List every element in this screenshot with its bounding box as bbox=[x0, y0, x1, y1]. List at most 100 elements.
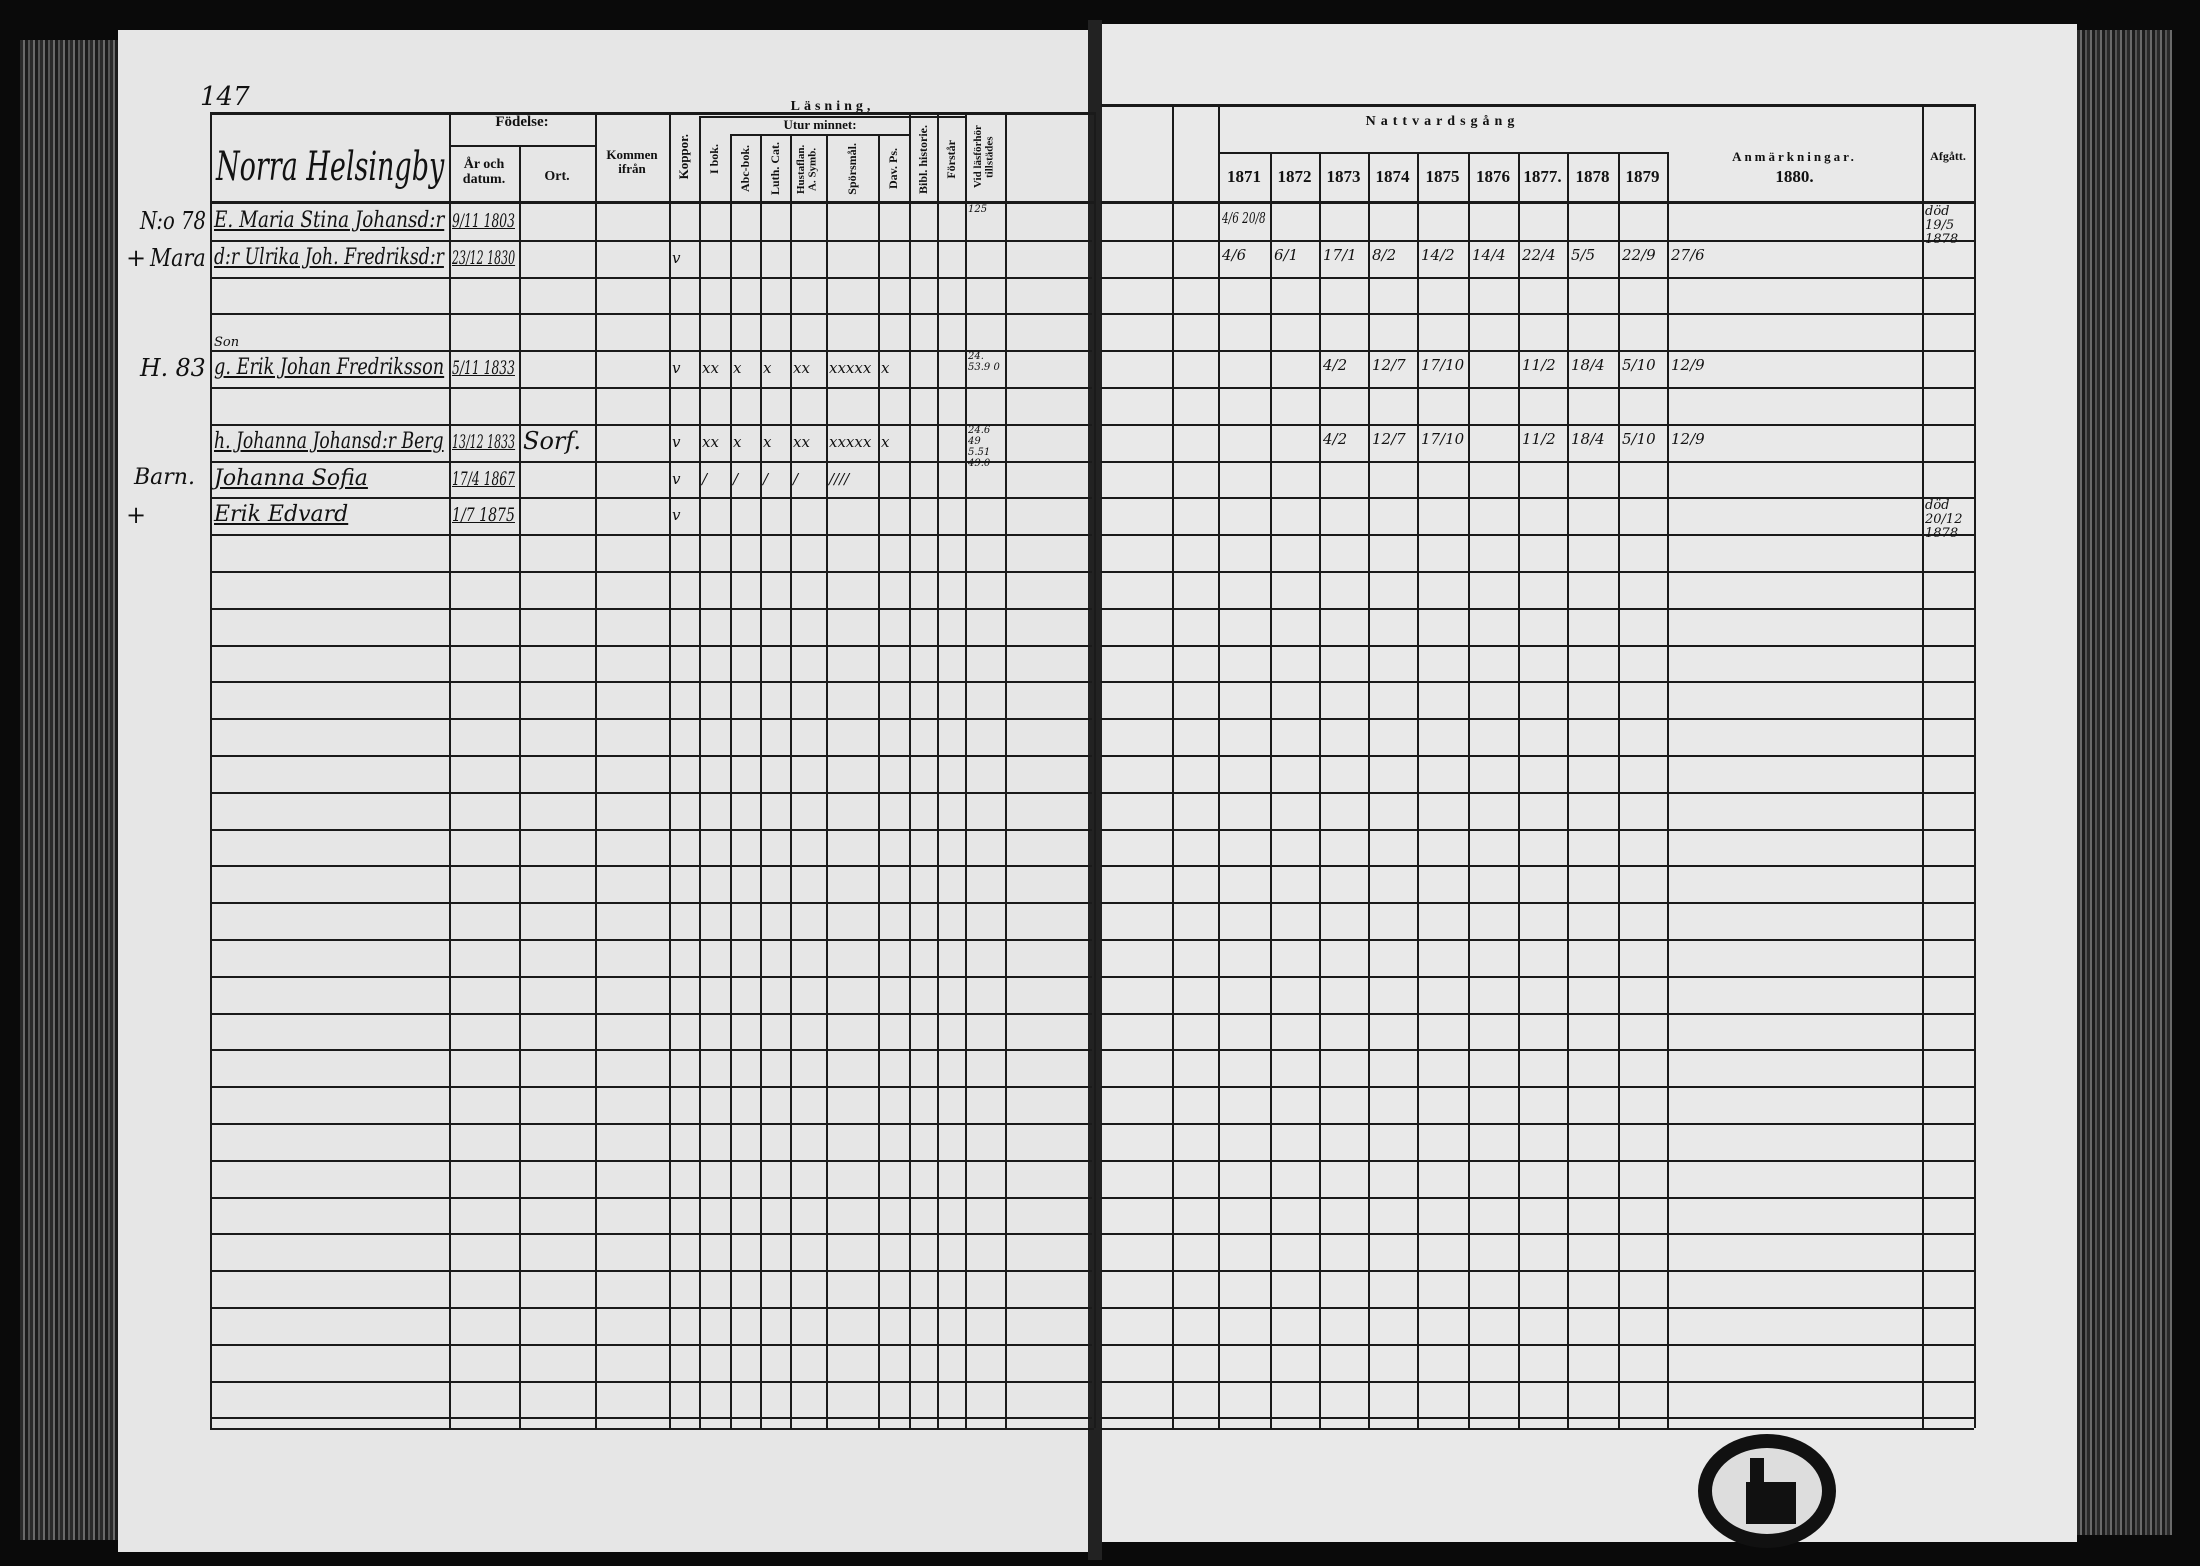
row-rule-right bbox=[1101, 1013, 1974, 1015]
margin-note: + bbox=[126, 501, 147, 529]
row-rule-right bbox=[1101, 1160, 1974, 1162]
row-rule-right bbox=[1101, 1307, 1974, 1309]
header-bibl-historie-cell: Bibl. historie. bbox=[909, 119, 937, 200]
header-hustaflan: Hustaflan. A. Symb. bbox=[795, 143, 819, 194]
header-anmarkningar: Anmärkningar. bbox=[1732, 149, 1857, 164]
entry-prefix: Son bbox=[214, 335, 240, 350]
row-rule-right bbox=[1101, 681, 1974, 683]
header-lasning: Läsning, bbox=[790, 99, 875, 114]
reading-mark-abc: / bbox=[733, 470, 739, 488]
reading-mark-spors: //// bbox=[829, 470, 850, 488]
column-rule bbox=[790, 134, 792, 1428]
reading-mark-luth: / bbox=[763, 470, 769, 488]
row-rule bbox=[212, 1160, 1092, 1162]
communion-date: 12/7 bbox=[1372, 356, 1406, 374]
header-sporsmal: Spörsmål. bbox=[844, 142, 859, 195]
communion-date: 5/10 bbox=[1622, 430, 1656, 448]
table-top-rule bbox=[210, 112, 1094, 115]
row-rule bbox=[212, 1381, 1092, 1383]
person-name: Johanna Sofia bbox=[214, 466, 368, 491]
row-rule bbox=[212, 829, 1092, 831]
column-rule-right bbox=[1922, 104, 1924, 1428]
year-header: 1872 bbox=[1277, 167, 1312, 186]
years-subrule bbox=[1218, 152, 1667, 154]
table-bottom-rule bbox=[210, 1428, 1094, 1430]
table-top-rule-right bbox=[1101, 104, 1974, 107]
column-rule bbox=[760, 134, 762, 1428]
row-rule-right bbox=[1101, 461, 1974, 463]
column-rule-right bbox=[1567, 152, 1569, 1428]
header-koppor-cell: Koppor. bbox=[669, 114, 699, 200]
reading-mark-vid: 24. 53.9 0 bbox=[968, 351, 1000, 373]
communion-date: 12/7 bbox=[1372, 430, 1406, 448]
row-rule bbox=[212, 681, 1092, 683]
reading-mark-i_bok: / bbox=[702, 470, 708, 488]
column-rule-right bbox=[1518, 152, 1520, 1428]
column-rule-right bbox=[1319, 152, 1321, 1428]
birth-date: 1/7 1875 bbox=[452, 504, 515, 526]
column-rule bbox=[210, 112, 212, 1428]
row-rule-right bbox=[1101, 387, 1974, 389]
margin-note: Barn. bbox=[134, 465, 195, 490]
left-page-stack bbox=[20, 40, 120, 1540]
church-icon bbox=[1746, 1482, 1796, 1524]
year-header: 1875 bbox=[1425, 167, 1460, 186]
column-rule-right bbox=[1468, 152, 1470, 1428]
communion-date: 18/4 bbox=[1571, 430, 1605, 448]
header-abc-bok-cell: Abc-bok. bbox=[730, 137, 760, 200]
column-rule bbox=[730, 134, 732, 1428]
communion-date: 6/1 bbox=[1274, 246, 1299, 264]
communion-date: 11/2 bbox=[1522, 430, 1556, 448]
reading-mark-koppor: v bbox=[672, 359, 681, 377]
birth-date: 23/12 1830 bbox=[452, 247, 516, 269]
row-rule-right bbox=[1101, 1270, 1974, 1272]
row-rule-right bbox=[1101, 1344, 1974, 1346]
header-vid-lasforhor: Vid läsförhör tillstädes bbox=[972, 125, 996, 189]
row-rule bbox=[212, 461, 1092, 463]
header-forstar-cell: Förstår bbox=[937, 119, 965, 200]
header-koppor: Koppor. bbox=[676, 134, 692, 180]
column-rule-right bbox=[1270, 152, 1272, 1428]
column-rule bbox=[878, 134, 880, 1428]
year-header: 1880. bbox=[1775, 167, 1814, 186]
row-rule bbox=[212, 240, 1092, 242]
person-name: Erik Edvard bbox=[214, 502, 349, 527]
row-rule-right bbox=[1101, 571, 1974, 573]
row-rule-right bbox=[1101, 1197, 1974, 1199]
column-rule-right bbox=[1974, 104, 1976, 1428]
row-rule bbox=[212, 1344, 1092, 1346]
header-i-bok: I bok. bbox=[707, 144, 722, 175]
reading-mark-luth: x bbox=[763, 359, 772, 377]
header-nattvardsgang: Nattvardsgång bbox=[1365, 114, 1520, 129]
header-fodelse: Födelse: bbox=[495, 114, 549, 130]
column-rule bbox=[937, 112, 939, 1428]
reading-mark-i_bok: xx bbox=[702, 359, 719, 377]
reading-mark-dav: x bbox=[881, 433, 890, 451]
communion-date: 14/2 bbox=[1421, 246, 1455, 264]
header-bottom-rule-right bbox=[1101, 201, 1974, 204]
row-rule bbox=[212, 792, 1092, 794]
birth-place: Sorf. bbox=[523, 427, 582, 455]
row-rule-right bbox=[1101, 350, 1974, 352]
year-header: 1878 bbox=[1575, 167, 1610, 186]
row-rule bbox=[212, 1013, 1092, 1015]
communion-date: 4/2 bbox=[1323, 430, 1348, 448]
header-luth-cat: Luth. Cat. bbox=[767, 141, 782, 195]
year-header: 1874 bbox=[1375, 167, 1410, 186]
reading-mark-koppor: v bbox=[672, 433, 681, 451]
communion-date: 4/6 bbox=[1222, 246, 1247, 264]
communion-date: 12/9 bbox=[1671, 430, 1705, 448]
left-page bbox=[118, 30, 1090, 1552]
reading-mark-i_bok: xx bbox=[702, 433, 719, 451]
communion-date: 12/9 bbox=[1671, 356, 1705, 374]
margin-note: + bbox=[126, 244, 147, 272]
reading-mark-hust: xx bbox=[793, 433, 810, 451]
reading-mark-dav: x bbox=[881, 359, 890, 377]
row-rule-right bbox=[1101, 1381, 1974, 1383]
header-dav-ps: Dav. Ps. bbox=[886, 147, 901, 189]
header-bibl-historie: Bibl. historie. bbox=[915, 124, 930, 194]
header-i-bok-cell: I bok. bbox=[699, 119, 730, 200]
reading-mark-koppor: v bbox=[672, 470, 681, 488]
village-name: Norra Helsingby bbox=[216, 144, 445, 190]
communion-date: 14/4 bbox=[1472, 246, 1506, 264]
